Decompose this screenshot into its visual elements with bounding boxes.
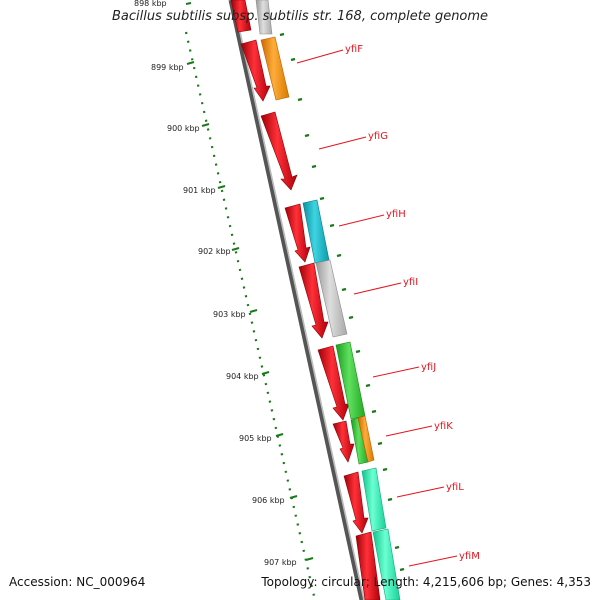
kbp-label: 900 kbp bbox=[167, 124, 200, 133]
gene-arrow bbox=[298, 262, 329, 339]
kbp-label: 904 kbp bbox=[226, 372, 259, 381]
kbp-ticks bbox=[185, 2, 314, 561]
feature-orange bbox=[260, 36, 290, 101]
feature-gray bbox=[255, 0, 273, 35]
kbp-label: 907 kbp bbox=[264, 558, 297, 567]
feature-mint bbox=[361, 467, 387, 532]
kbp-tick bbox=[186, 61, 195, 65]
gene-arrow bbox=[343, 471, 369, 534]
gene-arrow bbox=[317, 345, 350, 421]
gene-label-yfiG: yfiG bbox=[368, 131, 388, 142]
accession-label: Accession: NC_000964 bbox=[9, 575, 146, 589]
kbp-label: 903 kbp bbox=[213, 310, 246, 319]
kbp-label: 901 kbp bbox=[183, 186, 216, 195]
kbp-tick bbox=[249, 309, 258, 313]
gene-arrow bbox=[355, 531, 381, 600]
reverse-strand-genes bbox=[230, 0, 381, 600]
gene-label-yfiK: yfiK bbox=[434, 421, 453, 432]
kbp-labels: 898 kbp 899 kbp 900 kbp 901 kbp 902 kbp … bbox=[134, 0, 297, 567]
map-title: Bacillus subtilis subsp. subtilis str. 1… bbox=[111, 9, 489, 24]
kbp-label: 902 kbp bbox=[198, 247, 231, 256]
kbp-label: 898 kbp bbox=[134, 0, 167, 8]
kbp-tick bbox=[231, 247, 240, 251]
genome-summary: Topology: circular; Length: 4,215,606 bp… bbox=[261, 575, 591, 589]
gene-arrow bbox=[240, 39, 271, 102]
kbp-label: 905 kbp bbox=[239, 434, 272, 443]
outer-track bbox=[279, 32, 405, 572]
kbp-tick bbox=[201, 123, 210, 127]
feature-orange bbox=[357, 415, 375, 463]
kbp-tick bbox=[217, 185, 226, 189]
gene-label-yfiI: yfiI bbox=[403, 277, 418, 288]
kbp-tick bbox=[305, 557, 314, 561]
gene-label-yfiM: yfiM bbox=[459, 551, 480, 562]
gene-arrow bbox=[332, 420, 355, 463]
scale-track bbox=[184, 31, 316, 597]
gene-label-yfiJ: yfiJ bbox=[421, 362, 436, 373]
feature-gray bbox=[315, 259, 348, 338]
kbp-tick bbox=[289, 495, 298, 499]
feature-mint bbox=[372, 528, 401, 600]
backbone bbox=[228, 0, 365, 600]
kbp-tick bbox=[261, 371, 270, 375]
kbp-tick bbox=[185, 2, 192, 5]
gene-label-yfiF: yfiF bbox=[345, 44, 363, 55]
forward-strand-features bbox=[255, 0, 401, 600]
gene-label-yfiL: yfiL bbox=[446, 482, 464, 493]
gene-labels: yfiF yfiG yfiH yfiI yfiJ yfiK yfiL yfiM bbox=[345, 44, 480, 562]
kbp-label: 906 kbp bbox=[252, 496, 285, 505]
gene-arrow bbox=[230, 0, 252, 33]
gene-arrow bbox=[260, 111, 298, 191]
label-leaders bbox=[296, 49, 458, 567]
kbp-tick bbox=[275, 433, 284, 437]
gene-label-yfiH: yfiH bbox=[386, 209, 406, 220]
gene-arrow bbox=[284, 203, 311, 263]
kbp-label: 899 kbp bbox=[151, 63, 184, 72]
